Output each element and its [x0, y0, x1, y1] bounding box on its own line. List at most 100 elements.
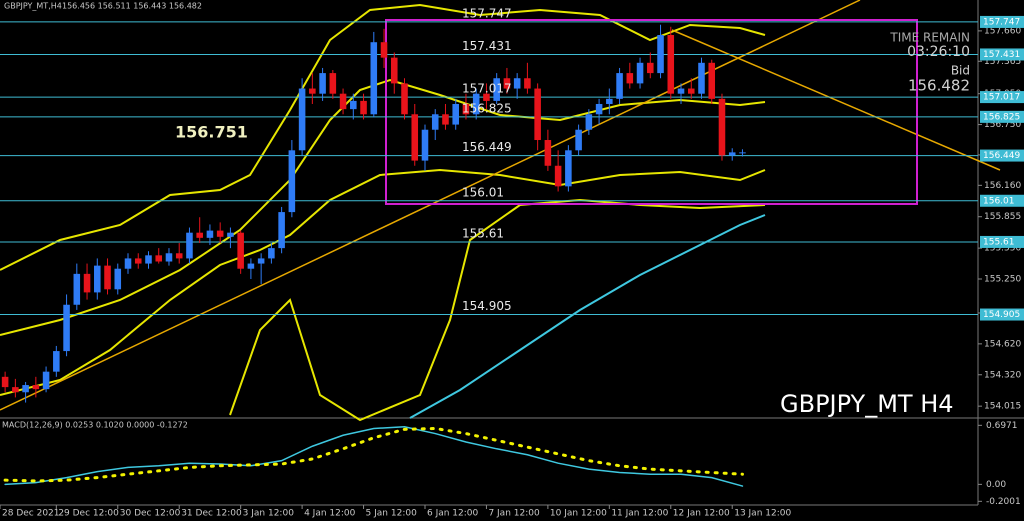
level-price-label: 156.01: [983, 196, 1015, 206]
level-price-box: [980, 235, 1024, 248]
x-tick-label: 3 Jan 12:00: [243, 509, 295, 519]
candle-body: [565, 150, 572, 187]
candle-body: [472, 93, 480, 115]
slow-ma: [409, 214, 766, 419]
level-price-label: 155.61: [983, 237, 1015, 247]
candle-body: [626, 73, 634, 84]
indicator-decoration: [0, 0, 1001, 422]
y-tick-label: 155.855: [984, 212, 1021, 222]
candle-body: [278, 212, 285, 249]
candle-body: [63, 304, 70, 352]
level-price-box: [980, 15, 1024, 28]
candle-body: [22, 385, 29, 393]
symbol-title: GBPJPY_MT,H4: [4, 2, 62, 11]
level-label: 157.017: [462, 82, 512, 96]
candle-body: [687, 88, 695, 94]
candle-body: [544, 140, 552, 166]
candle-body: [411, 114, 419, 161]
macd-line: [3, 426, 744, 483]
level-price-box: [980, 110, 1024, 123]
level-label: 157.431: [462, 39, 512, 53]
candle-body: [175, 253, 183, 259]
candle-body: [513, 78, 521, 89]
candle-body: [319, 73, 326, 94]
candle-body: [442, 114, 449, 125]
x-tick-label: 28 Dec 2021: [2, 509, 60, 519]
y-tick-label: 154.320: [984, 370, 1021, 380]
range-box: [385, 19, 918, 205]
candle-body: [247, 263, 255, 269]
candle-body: [186, 232, 193, 259]
candle-body: [339, 93, 347, 110]
x-tick-label: 31 Dec 12:00: [181, 509, 242, 519]
y-tick-label: 155.550: [984, 244, 1021, 254]
candle-body: [196, 232, 203, 238]
candle-body: [32, 385, 40, 390]
level-price-box: [980, 194, 1024, 207]
watermark: GBPJPY_MT H4: [780, 390, 954, 418]
level-price-label: 157.431: [983, 50, 1020, 60]
level-price-box: [980, 91, 1024, 104]
candle-body: [104, 265, 111, 290]
candle-body: [493, 78, 500, 101]
y-tick-label: 0.6971: [986, 421, 1018, 431]
candle-body: [718, 98, 726, 156]
candle-body: [462, 103, 470, 115]
x-tick-label: 7 Jan 12:00: [488, 509, 540, 519]
x-tick-label: 13 Jan 12:00: [734, 509, 791, 519]
y-tick-label: 157.365: [984, 57, 1021, 67]
candle-body: [421, 129, 429, 161]
macd-title: MACD(12,26,9) 0.0253 0.1020 0.0000 -0.12…: [2, 421, 188, 430]
candle-body: [524, 78, 531, 89]
bid-label: Bid: [951, 64, 970, 78]
candle-body: [94, 265, 101, 293]
candle-body: [431, 114, 439, 130]
level-price-label: 156.449: [983, 151, 1020, 161]
bid-price: 156.482: [908, 77, 970, 95]
level-price-box: [980, 149, 1024, 162]
x-tick-label: 11 Jan 12:00: [611, 509, 668, 519]
candle-body: [554, 165, 562, 187]
candle-body: [237, 232, 244, 269]
candle-body: [124, 258, 132, 269]
x-tick-label: 10 Jan 12:00: [550, 509, 607, 519]
candle-body: [503, 78, 511, 89]
x-tick-label: 5 Jan 12:00: [366, 509, 418, 519]
trend-line: [671, 29, 1001, 171]
candle-body: [12, 387, 19, 393]
level-label: 157.747: [462, 6, 512, 20]
candle-body: [73, 273, 81, 305]
candle-body: [575, 129, 582, 151]
candle-body: [350, 100, 357, 110]
candle-body: [595, 103, 603, 115]
y-tick-label: 157.660: [984, 26, 1021, 36]
level-label: 155.61: [462, 226, 504, 240]
bollinger-high: [0, 3, 766, 271]
candle-body: [206, 230, 214, 238]
candle-body: [298, 88, 306, 151]
candle-body: [1, 376, 9, 388]
candle-body: [585, 114, 593, 130]
candle-body: [380, 42, 388, 58]
bollinger-low: [0, 168, 766, 396]
candle-body: [53, 351, 60, 372]
level-price-label: 157.747: [983, 17, 1020, 27]
level-price-label: 154.905: [983, 310, 1020, 320]
y-tick-label: 154.620: [984, 339, 1021, 349]
level-label: 154.905: [462, 299, 512, 313]
y-tick-label: -0.2001: [986, 497, 1021, 507]
candle-body: [145, 255, 152, 264]
level-price-box: [980, 48, 1024, 61]
candle-body: [288, 150, 296, 213]
candle-body: [216, 230, 224, 237]
x-tick-label: 29 Dec 12:00: [58, 509, 119, 519]
y-tick-label: 154.015: [984, 402, 1021, 412]
candle-body: [401, 83, 408, 115]
price-panel: [0, 21, 978, 403]
x-tick-label: 30 Dec 12:00: [120, 509, 181, 519]
candle-body: [667, 35, 675, 94]
candle-body: [134, 258, 142, 264]
candle-body: [708, 62, 716, 99]
level-price-label: 157.017: [983, 93, 1020, 103]
